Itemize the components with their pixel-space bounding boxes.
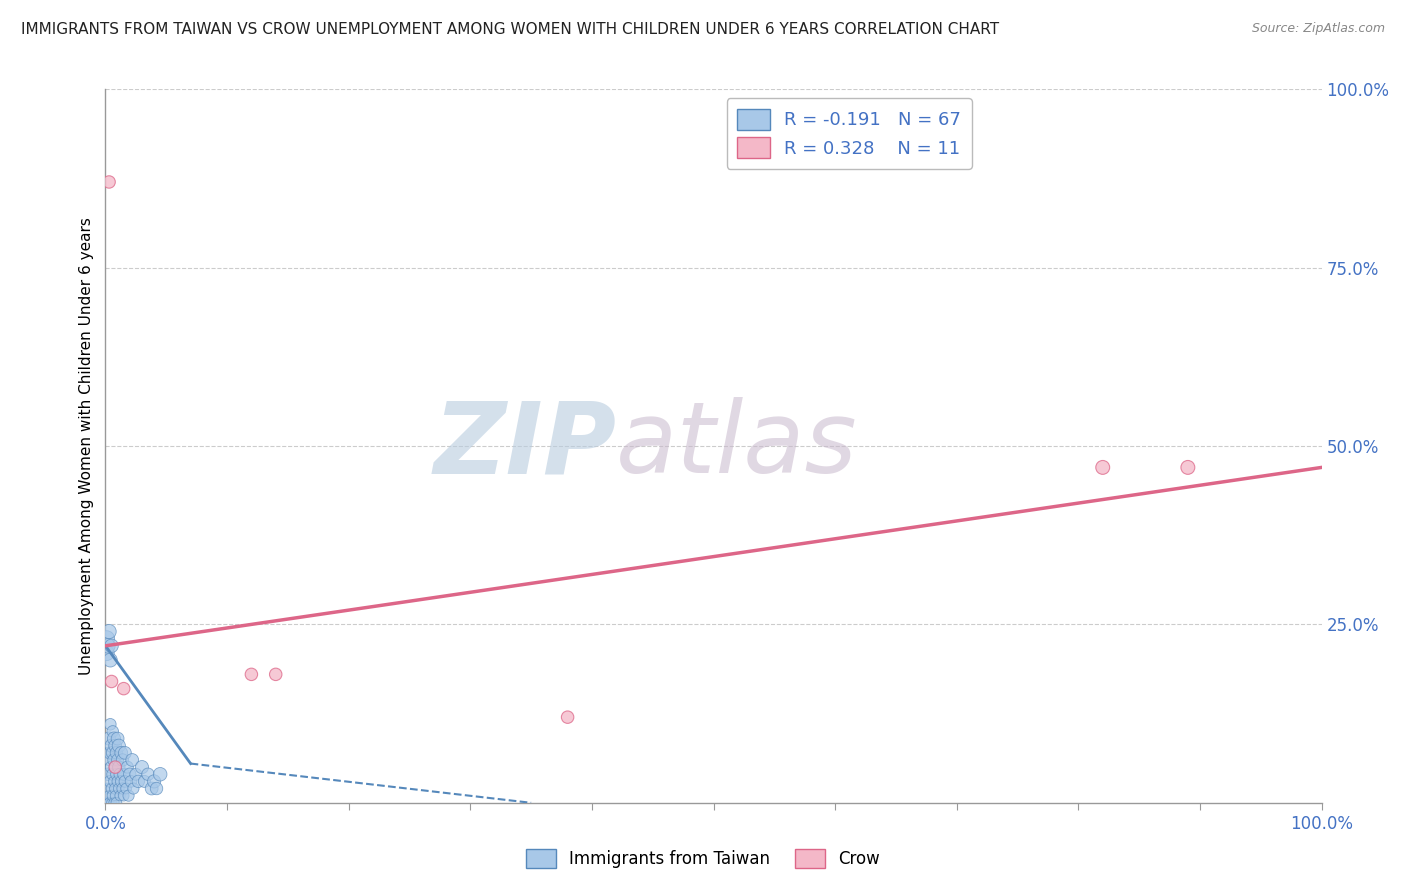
Point [108,781,131,796]
Point [103,731,125,746]
Point [98,753,121,767]
Point [107,774,129,789]
Point [105,767,128,781]
Point [98,789,121,803]
Point [117,760,139,774]
Point [107,731,129,746]
Point [103,796,125,810]
Point [115,781,138,796]
Point [557,710,579,724]
Point [122,781,145,796]
Point [1177,460,1199,475]
Point [104,781,127,796]
Point [103,753,125,767]
Point [98,717,121,731]
Point [97,796,120,810]
Point [96,781,118,796]
Point [105,746,128,760]
Point [110,774,132,789]
Point [98,774,121,789]
Point [97,767,120,781]
Point [118,767,141,781]
Point [112,767,135,781]
Text: ZIP: ZIP [433,398,616,494]
Point [1091,460,1114,475]
Point [149,767,172,781]
Point [100,796,122,810]
Point [107,753,129,767]
Point [100,760,122,774]
Point [108,739,131,753]
Point [264,667,287,681]
Point [100,639,122,653]
Point [134,774,156,789]
Point [117,789,139,803]
Point [100,674,122,689]
Legend: Immigrants from Taiwan, Crow: Immigrants from Taiwan, Crow [519,842,887,875]
Point [96,646,118,660]
Point [110,746,132,760]
Point [103,774,125,789]
Point [100,739,122,753]
Point [141,781,163,796]
Point [98,746,121,760]
Point [108,767,131,781]
Point [101,767,124,781]
Point [101,724,124,739]
Point [98,624,121,639]
Point [111,753,134,767]
Text: IMMIGRANTS FROM TAIWAN VS CROW UNEMPLOYMENT AMONG WOMEN WITH CHILDREN UNDER 6 YE: IMMIGRANTS FROM TAIWAN VS CROW UNEMPLOYM… [21,22,1000,37]
Point [145,781,167,796]
Point [104,739,127,753]
Point [98,796,121,810]
Point [104,789,127,803]
Point [104,760,127,774]
Point [240,667,263,681]
Point [105,796,128,810]
Point [98,731,121,746]
Point [96,632,118,646]
Text: atlas: atlas [616,398,858,494]
Point [108,760,131,774]
Point [104,760,127,774]
Point [112,789,135,803]
Point [101,789,124,803]
Point [114,774,136,789]
Legend: R = -0.191   N = 67, R = 0.328    N = 11: R = -0.191 N = 67, R = 0.328 N = 11 [727,98,972,169]
Point [108,789,131,803]
Point [112,681,135,696]
Point [125,767,148,781]
Point [111,781,134,796]
Point [131,760,153,774]
Point [97,639,120,653]
Y-axis label: Unemployment Among Women with Children Under 6 years: Unemployment Among Women with Children U… [79,217,94,675]
Point [98,175,121,189]
Point [143,774,166,789]
Point [120,774,142,789]
Point [127,774,149,789]
Point [121,753,143,767]
Point [136,767,159,781]
Text: Source: ZipAtlas.com: Source: ZipAtlas.com [1251,22,1385,36]
Point [98,653,121,667]
Point [101,746,124,760]
Point [100,781,122,796]
Point [114,746,136,760]
